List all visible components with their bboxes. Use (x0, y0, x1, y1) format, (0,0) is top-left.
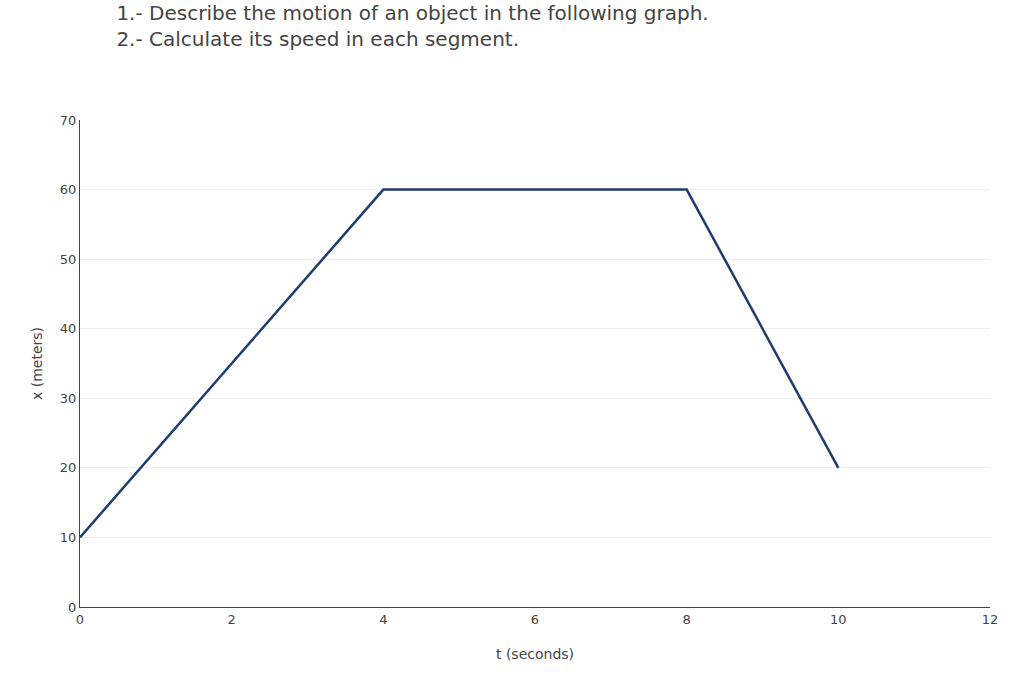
svg-text:30: 30 (60, 391, 77, 406)
svg-text:50: 50 (60, 252, 77, 267)
svg-text:70: 70 (60, 113, 77, 128)
svg-text:40: 40 (60, 321, 77, 336)
svg-text:1.- Describe the motion of an: 1.- Describe the motion of an object in … (116, 1, 708, 51)
svg-text:x (meters): x (meters) (29, 327, 45, 400)
svg-text:2: 2 (228, 612, 236, 627)
svg-text:0: 0 (68, 600, 76, 615)
svg-text:6: 6 (531, 612, 539, 627)
svg-text:20: 20 (60, 460, 77, 475)
svg-text:10: 10 (830, 612, 847, 627)
svg-text:60: 60 (60, 182, 77, 197)
svg-text:0: 0 (76, 612, 84, 627)
svg-text:4: 4 (379, 612, 387, 627)
svg-text:8: 8 (683, 612, 691, 627)
svg-text:10: 10 (60, 530, 77, 545)
svg-text:12: 12 (982, 612, 999, 627)
svg-text:t (seconds): t (seconds) (496, 646, 574, 662)
